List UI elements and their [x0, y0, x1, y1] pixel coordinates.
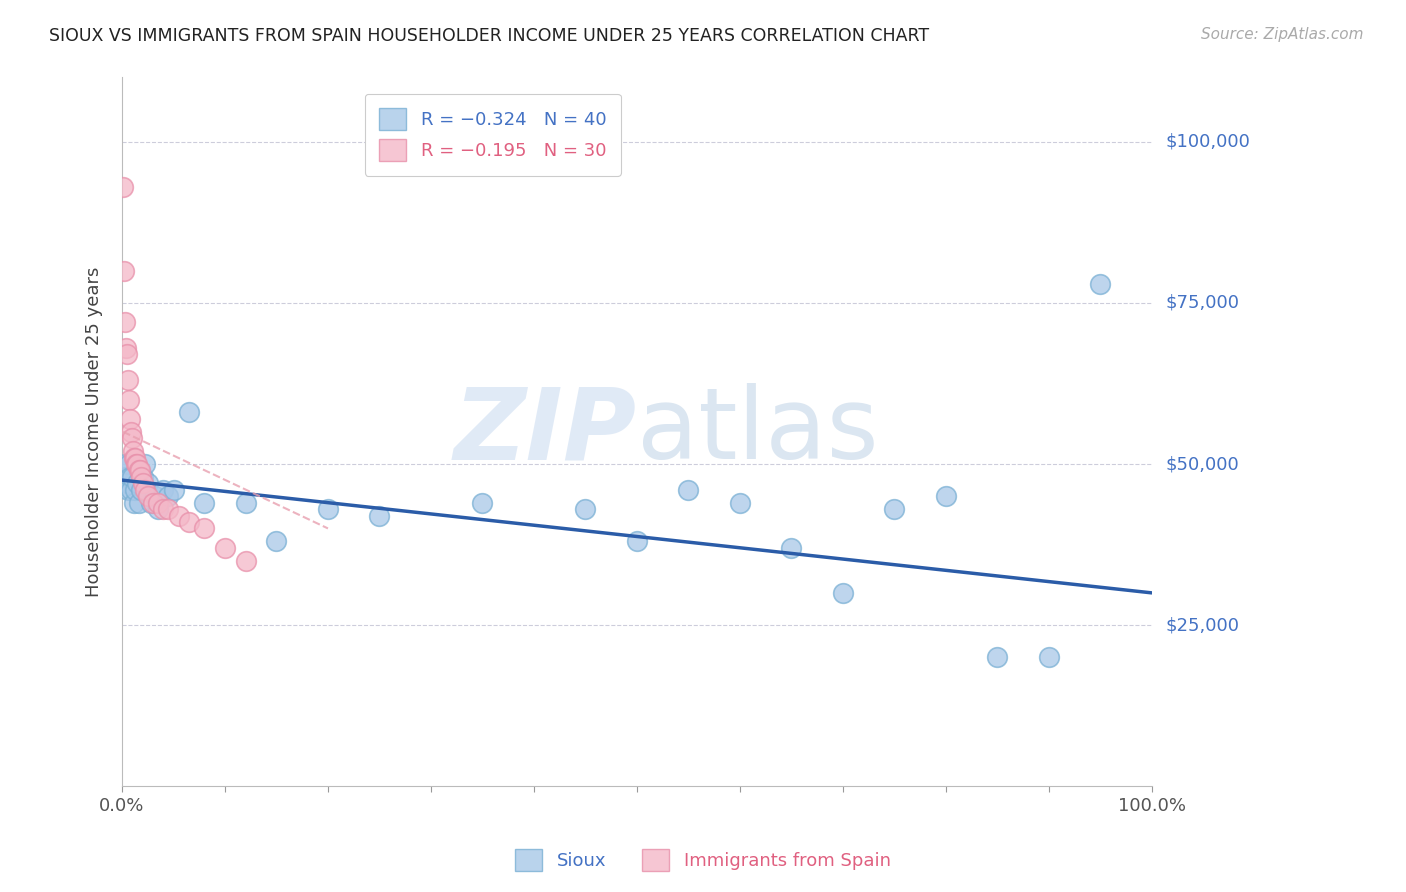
- Point: [115, 347, 138, 361]
- Point: [935, 489, 957, 503]
- Text: $75,000: $75,000: [1166, 294, 1240, 312]
- Point: [136, 489, 159, 503]
- Point: [131, 476, 153, 491]
- Point: [134, 483, 156, 497]
- Point: [131, 470, 153, 484]
- Point: [214, 541, 236, 555]
- Point: [883, 502, 905, 516]
- Point: [471, 496, 494, 510]
- Point: [157, 489, 180, 503]
- Point: [117, 483, 139, 497]
- Point: [114, 457, 136, 471]
- Text: ZIP: ZIP: [454, 384, 637, 480]
- Point: [124, 496, 146, 510]
- Point: [112, 180, 135, 194]
- Point: [124, 450, 146, 465]
- Text: atlas: atlas: [637, 384, 879, 480]
- Point: [129, 483, 152, 497]
- Point: [120, 425, 142, 439]
- Point: [780, 541, 803, 555]
- Point: [125, 457, 148, 471]
- Point: [124, 450, 146, 465]
- Point: [112, 264, 135, 278]
- Point: [831, 586, 853, 600]
- Point: [157, 502, 180, 516]
- Point: [152, 502, 174, 516]
- Text: $25,000: $25,000: [1166, 616, 1240, 634]
- Point: [678, 483, 700, 497]
- Point: [177, 405, 200, 419]
- Y-axis label: Householder Income Under 25 years: Householder Income Under 25 years: [86, 267, 103, 597]
- Point: [114, 315, 136, 329]
- Point: [146, 502, 169, 516]
- Point: [368, 508, 391, 523]
- Point: [115, 476, 138, 491]
- Point: [193, 496, 215, 510]
- Legend: Sioux, Immigrants from Spain: Sioux, Immigrants from Spain: [508, 842, 898, 879]
- Point: [124, 483, 146, 497]
- Point: [574, 502, 596, 516]
- Point: [142, 496, 165, 510]
- Point: [167, 508, 190, 523]
- Point: [235, 496, 257, 510]
- Point: [1088, 277, 1111, 291]
- Point: [129, 470, 152, 484]
- Text: $100,000: $100,000: [1166, 133, 1250, 151]
- Point: [316, 502, 339, 516]
- Point: [118, 392, 141, 407]
- Point: [626, 534, 648, 549]
- Point: [139, 496, 162, 510]
- Point: [143, 489, 166, 503]
- Point: [120, 470, 142, 484]
- Point: [120, 412, 142, 426]
- Point: [118, 457, 141, 471]
- Point: [115, 470, 138, 484]
- Point: [266, 534, 288, 549]
- Point: [122, 444, 145, 458]
- Text: Source: ZipAtlas.com: Source: ZipAtlas.com: [1201, 27, 1364, 42]
- Point: [134, 457, 156, 471]
- Legend: R = −0.324   N = 40, R = −0.195   N = 30: R = −0.324 N = 40, R = −0.195 N = 30: [364, 94, 620, 176]
- Point: [136, 476, 159, 491]
- Point: [128, 496, 150, 510]
- Point: [177, 515, 200, 529]
- Point: [128, 463, 150, 477]
- Point: [152, 483, 174, 497]
- Point: [127, 457, 149, 471]
- Point: [128, 463, 150, 477]
- Point: [235, 554, 257, 568]
- Point: [121, 470, 143, 484]
- Point: [146, 496, 169, 510]
- Point: [1038, 650, 1060, 665]
- Text: $50,000: $50,000: [1166, 455, 1239, 473]
- Point: [193, 521, 215, 535]
- Point: [121, 431, 143, 445]
- Point: [162, 483, 184, 497]
- Point: [115, 341, 138, 355]
- Point: [728, 496, 751, 510]
- Point: [117, 373, 139, 387]
- Point: [120, 483, 142, 497]
- Text: SIOUX VS IMMIGRANTS FROM SPAIN HOUSEHOLDER INCOME UNDER 25 YEARS CORRELATION CHA: SIOUX VS IMMIGRANTS FROM SPAIN HOUSEHOLD…: [49, 27, 929, 45]
- Point: [986, 650, 1008, 665]
- Point: [127, 476, 149, 491]
